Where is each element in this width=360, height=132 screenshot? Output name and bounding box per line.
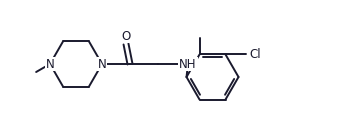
Text: N: N: [46, 58, 54, 70]
Text: Cl: Cl: [250, 48, 261, 61]
Text: O: O: [121, 29, 131, 43]
Text: N: N: [98, 58, 106, 70]
Text: NH: NH: [179, 58, 197, 70]
